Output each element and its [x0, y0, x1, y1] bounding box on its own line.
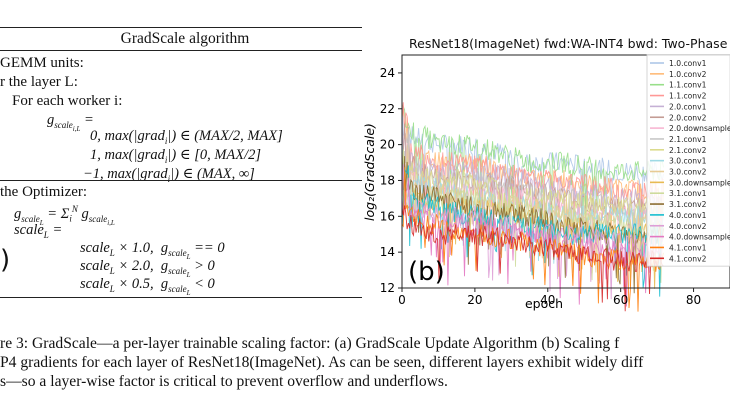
optimizer-scale-lhs: scaleL =: [14, 222, 63, 240]
algorithm-bottom-rule: [0, 297, 362, 298]
optimizer-heading: the Optimizer:: [0, 184, 88, 200]
legend-label: 4.0.conv2: [669, 222, 707, 231]
algorithm-line-gemm: GEMM units:: [0, 55, 84, 71]
chart-title: ResNet18(ImageNet) fwd:WA-INT4 bwd: Two-…: [409, 36, 730, 51]
series-line-4.1.conv2: [401, 205, 664, 312]
series-line-3.1.conv2: [401, 152, 664, 294]
y-tick-label: 12: [380, 281, 395, 295]
series-line-1.0.conv2: [401, 108, 664, 252]
y-tick-label: 22: [380, 102, 395, 116]
optimizer-sum-formula: gscaleL = ΣiN gscalei,L: [14, 204, 115, 227]
legend-label: 3.1.conv2: [669, 200, 707, 209]
x-tick-label: 80: [686, 293, 701, 307]
legend-label: 2.1.conv1: [669, 135, 707, 144]
x-tick-label: 40: [540, 293, 555, 307]
legend-label: 4.0.downsample: [669, 233, 730, 242]
legend-label: 4.1.conv2: [669, 254, 707, 263]
legend-label: 2.0.downsample: [669, 124, 730, 133]
x-axis-label: epoch: [525, 296, 563, 311]
panel-b-label: (b): [408, 257, 445, 287]
y-tick-label: 16: [380, 209, 395, 223]
algorithm-line-worker: For each worker i:: [12, 93, 123, 109]
legend-label: 3.0.conv1: [669, 157, 707, 166]
y-axis-label: log₂(GradScale): [362, 123, 377, 221]
legend-label: 1.1.conv2: [669, 92, 707, 101]
worker-formula-case-neg1: −1, max(|gradi|) ∈ (MAX, ∞]: [83, 166, 255, 184]
y-tick-label: 20: [380, 138, 395, 152]
optimizer-case-grow: scaleL × 2.0, gscaleL > 0: [80, 258, 215, 279]
legend-label: 2.1.conv2: [669, 146, 707, 155]
plot-frame: [401, 54, 730, 289]
gradscale-chart: 0 20 40 60 80 12 14 16 18 20 22 24 1.0.conv1 1.0.con…: [362, 54, 730, 312]
caption-line-2: P4 gradients for each layer of ResNet18(…: [0, 354, 644, 371]
caption-line-1: re 3: GradScale—a per-layer trainable sc…: [0, 335, 620, 352]
algorithm-title: GradScale algorithm: [120, 30, 250, 47]
worker-formula-case-0: 0, max(|gradi|) ∈ (MAX/2, MAX]: [90, 128, 283, 146]
legend-label: 1.1.conv1: [669, 81, 707, 90]
legend-label: 3.1.conv1: [669, 189, 707, 198]
legend-label: 3.0.conv2: [669, 168, 707, 177]
legend-label: 4.1.conv1: [669, 243, 707, 252]
y-tick-label: 14: [380, 245, 395, 259]
optimizer-rule: [0, 180, 362, 181]
x-tick-label: 0: [398, 293, 406, 307]
legend-label: 2.0.conv1: [669, 102, 707, 111]
y-tick-label: 18: [380, 173, 395, 187]
worker-formula-case-1: 1, max(|gradi|) ∈ [0, MAX/2]: [90, 147, 262, 165]
legend-label: 1.0.conv2: [669, 70, 707, 79]
optimizer-case-shrink: scaleL × 0.5, gscaleL < 0: [80, 276, 215, 297]
legend-label: 3.0.downsample: [669, 178, 730, 187]
series-line-4.0.conv2: [401, 164, 664, 300]
y-tick-label: 24: [380, 66, 395, 80]
series-line-1.1.conv1: [401, 104, 664, 230]
panel-a-label: ): [0, 245, 11, 275]
legend-label: 2.0.conv2: [669, 113, 707, 122]
x-tick-label: 60: [613, 293, 628, 307]
legend-label: 4.0.conv1: [669, 211, 707, 220]
algorithm-title-rule: [0, 50, 362, 51]
worker-formula-lhs: gscalei,L =: [47, 112, 94, 133]
legend-label: 1.0.conv1: [669, 59, 707, 68]
series-line-4.0.downsample: [401, 177, 664, 307]
algorithm-top-rule: [0, 27, 362, 28]
caption-line-3: s—so a layer-wise factor is critical to …: [0, 373, 448, 390]
optimizer-case-equal: scaleL × 1.0, gscaleL == 0: [80, 240, 225, 261]
x-tick-label: 20: [467, 293, 482, 307]
series-line-4.1.conv1: [401, 167, 664, 312]
algorithm-line-layer: r the layer L:: [0, 74, 78, 90]
